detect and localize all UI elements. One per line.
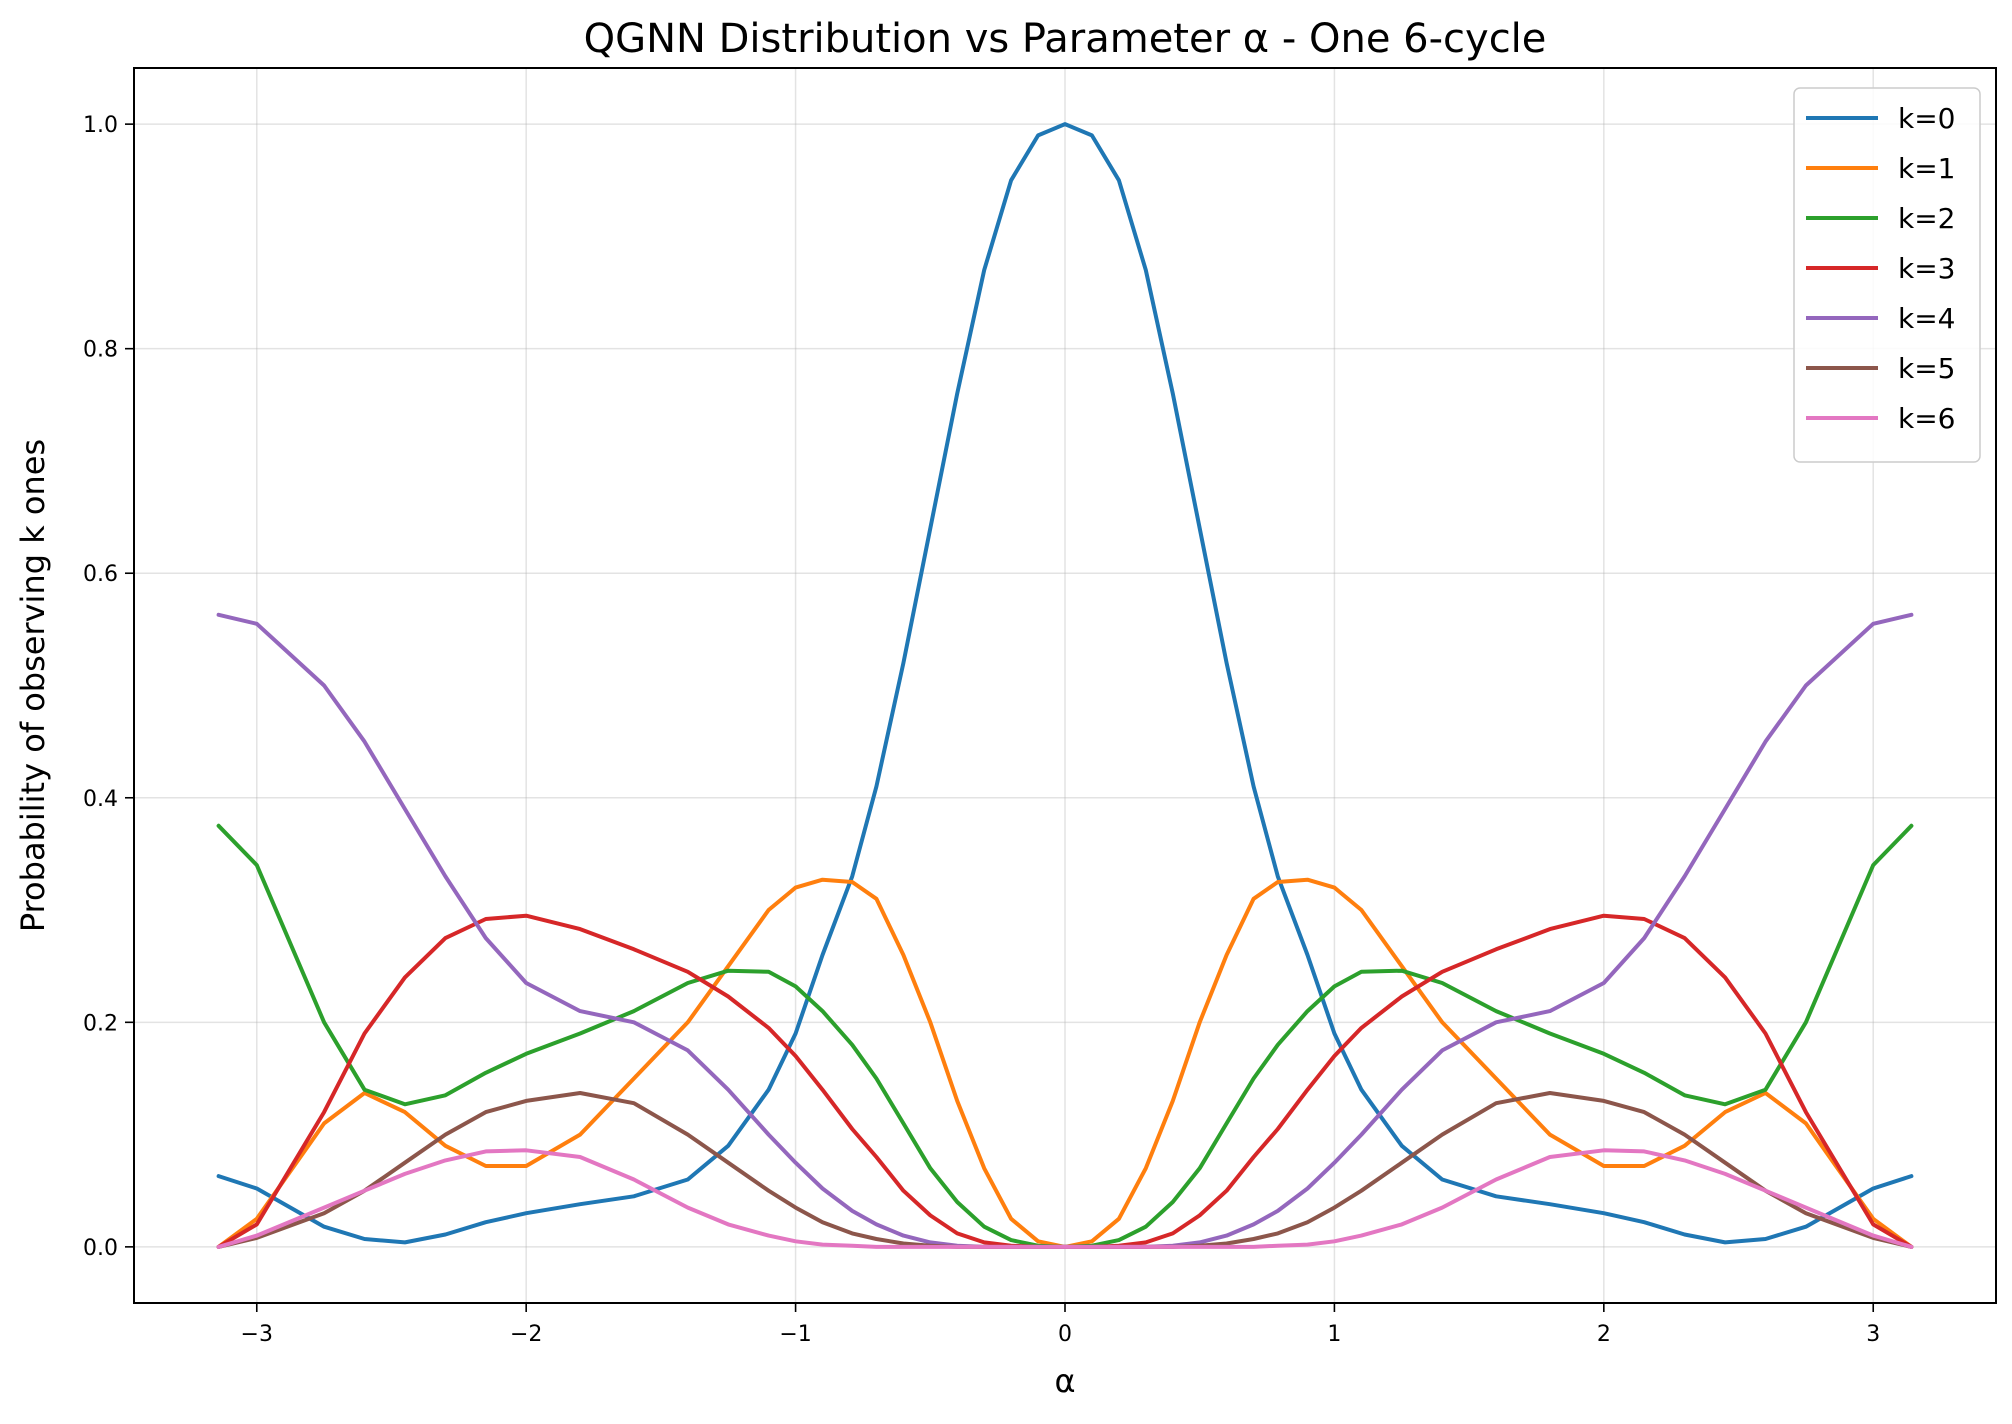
legend-label: k=3 xyxy=(1898,252,1956,285)
legend-label: k=2 xyxy=(1898,202,1956,235)
x-axis-ticks: −3 −2 −1 0 1 2 3 xyxy=(241,1303,1880,1347)
legend-label: k=4 xyxy=(1898,302,1956,335)
x-tick-label: 2 xyxy=(1597,1322,1611,1347)
chart-title: QGNN Distribution vs Parameter α - One 6… xyxy=(584,16,1547,62)
y-tick-label: 0.4 xyxy=(83,787,118,812)
y-tick-label: 0.2 xyxy=(83,1011,118,1036)
legend-label: k=0 xyxy=(1898,102,1956,135)
legend: k=0 k=1 k=2 k=3 k=4 k=5 k=6 xyxy=(1793,87,1981,463)
y-axis-title: Probability of observing k ones xyxy=(14,439,52,932)
y-axis-ticks: 0.0 0.2 0.4 0.6 0.8 1.0 xyxy=(83,113,134,1261)
series-line-k6 xyxy=(216,1148,1914,1249)
y-tick-label: 0.0 xyxy=(83,1236,118,1261)
legend-label: k=5 xyxy=(1898,352,1956,385)
x-axis-title: α xyxy=(1054,1362,1075,1400)
legend-label: k=6 xyxy=(1898,402,1956,435)
x-tick-label: −3 xyxy=(241,1322,273,1347)
series-line-k0 xyxy=(216,122,1914,1245)
x-tick-label: 1 xyxy=(1327,1322,1341,1347)
y-tick-label: 0.6 xyxy=(83,562,118,587)
x-tick-label: 0 xyxy=(1058,1322,1072,1347)
x-tick-label: 3 xyxy=(1866,1322,1880,1347)
legend-label: k=1 xyxy=(1898,152,1956,185)
x-tick-label: −1 xyxy=(779,1322,811,1347)
series-lines xyxy=(216,122,1914,1249)
x-tick-label: −2 xyxy=(510,1322,542,1347)
y-tick-label: 0.8 xyxy=(83,338,118,363)
y-tick-label: 1.0 xyxy=(83,113,118,138)
